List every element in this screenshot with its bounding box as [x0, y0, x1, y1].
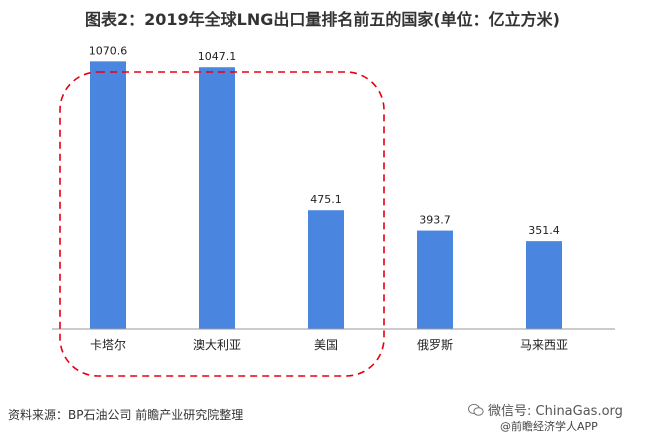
value-label-4: 351.4: [528, 224, 560, 237]
app-credit: @前瞻经济学人APP: [500, 420, 598, 433]
bar-0: [90, 61, 126, 329]
bar-2: [308, 210, 344, 329]
category-label-3: 俄罗斯: [417, 338, 453, 352]
labels-layer: 1070.6 卡塔尔 1047.1 澳大利亚 475.1 美国 393.7 俄罗斯 351.4 马…: [89, 44, 568, 352]
bar-3: [417, 230, 453, 329]
wechat-icon: [468, 403, 484, 416]
value-label-3: 393.7: [419, 214, 451, 227]
bar-1: [199, 67, 235, 329]
bar-4: [526, 241, 562, 329]
value-label-1: 1047.1: [198, 50, 237, 63]
category-label-4: 马来西亚: [520, 338, 568, 352]
category-label-0: 卡塔尔: [90, 337, 126, 352]
bars-layer: [90, 61, 562, 329]
highlight-box: [59, 71, 385, 377]
wechat-id: 微信号: ChinaGas.org: [468, 400, 623, 419]
category-label-1: 澳大利亚: [193, 338, 241, 352]
source-note: 资料来源：BP石油公司 前瞻产业研究院整理: [8, 408, 244, 422]
chart-title: 图表2：2019年全球LNG出口量排名前五的国家(单位：亿立方米): [84, 10, 560, 29]
category-label-2: 美国: [314, 338, 338, 352]
wechat-text: 微信号: ChinaGas.org: [488, 404, 623, 419]
value-label-2: 475.1: [310, 193, 342, 206]
value-label-0: 1070.6: [89, 44, 128, 57]
